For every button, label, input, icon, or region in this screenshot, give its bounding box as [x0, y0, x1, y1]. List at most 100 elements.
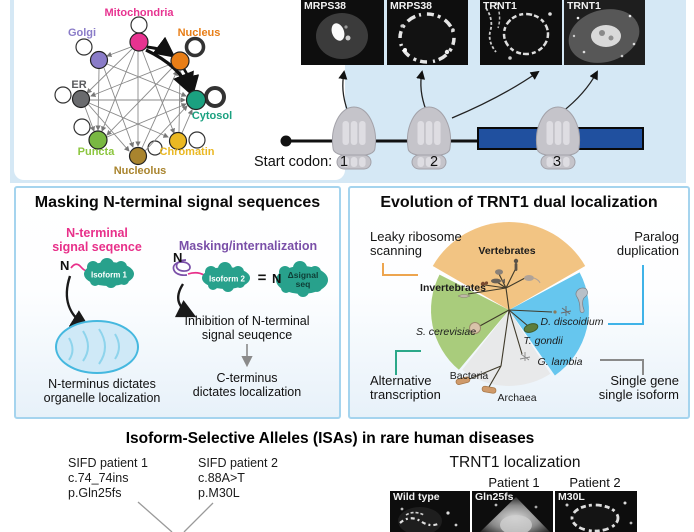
start-codon-3: 3 [552, 154, 562, 170]
corner-line: duplication [616, 243, 679, 259]
column-patient-2: Patient 2 [569, 475, 621, 490]
delta-line: seq [295, 279, 311, 289]
node-label-nucleus: Nucleus [177, 27, 221, 39]
taxon-d-discoidium: D. discoidium [540, 316, 604, 328]
start-codon-1: 1 [339, 154, 349, 170]
ribosome-icon-1 [331, 106, 377, 170]
caption-line: Inhibition of N-terminal [184, 314, 310, 328]
arrow-to-image-1 [338, 70, 349, 113]
isoform1-label: Isoform 1 [90, 270, 128, 280]
heading-line: N-terminal [66, 226, 128, 240]
patient-name: SIFD patient 2 [198, 456, 278, 470]
patient-cdna: c.74_74ins [68, 471, 129, 485]
network-graph-icon [54, 16, 226, 166]
node-label-er: ER [71, 79, 87, 91]
caption-line: dictates localization [192, 385, 302, 399]
masking-heading: Masking/internalization [178, 239, 318, 253]
wedge-alt-transcription [430, 274, 509, 370]
arrow-to-image-2 [416, 70, 427, 111]
micrograph-wild-type: Wild type [390, 491, 470, 532]
organism-icons [455, 258, 588, 394]
patient-protein: p.M30L [198, 486, 240, 500]
delta-signal-blob [276, 261, 328, 297]
c-terminus-caption: C-terminus dictates localization [177, 371, 317, 399]
taxon-g-lambia: G. lambia [537, 356, 583, 368]
wedge-paralog [509, 272, 589, 376]
heading-line: signal seqence [52, 240, 142, 254]
cytosol-node [185, 89, 207, 111]
n-terminus-caption: N-terminus dictates organelle localizati… [32, 377, 172, 405]
node-label-golgi: Golgi [67, 27, 97, 39]
phylogenetic-tree [382, 222, 644, 394]
caption-line: signal seuqence [201, 328, 293, 342]
arrow-to-inhibition [174, 283, 197, 318]
micrograph-label: TRNT1 [567, 0, 601, 12]
n-terminus-label-2: N [173, 250, 183, 265]
node-label-mitochondria: Mitochondria [104, 7, 174, 19]
taxon-bacteria: Bacteria [449, 370, 489, 382]
masked-signal-coil [172, 259, 191, 276]
trnt1-localization-title: TRNT1 localization [449, 454, 581, 471]
micrograph-label: M30L [558, 491, 585, 503]
micrograph-trnt1-isoform2: TRNT1 [564, 0, 645, 65]
signal-peptide-squiggle-2 [187, 271, 205, 276]
masking-diagram [55, 258, 328, 374]
taxon-invertebrates: Invertebrates [420, 282, 486, 294]
arrow-to-image-3 [451, 70, 540, 119]
bracket-alt [395, 350, 421, 375]
node-label-cytosol: Cytosol [191, 110, 233, 122]
arrow-to-mitochondrion [65, 275, 91, 329]
node-label-chromatin: Chromatin [159, 146, 215, 158]
isoform2-label: Isoform 2 [208, 274, 246, 284]
micrograph-label: Wild type [393, 491, 440, 503]
patient-2-info: SIFD patient 2 c.88A>T p.M30L [198, 456, 278, 501]
ribosome-icon-2 [406, 106, 452, 170]
caption-line: N-terminus dictates [48, 377, 156, 391]
micrograph-mrps38-isoform2: MRPS38 [387, 0, 468, 65]
er-node [71, 89, 91, 109]
patient-name: SIFD patient 1 [68, 456, 148, 470]
disease-panel-title: Isoform-Selective Alleles (ISAs) in rare… [125, 430, 535, 447]
patient-protein: p.Gln25fs [68, 486, 122, 500]
delta-line: Δsignal [287, 270, 319, 281]
caption-line: C-terminus [216, 371, 278, 385]
corner-line: transcription [370, 387, 441, 403]
corner-line: Leaky ribosome [370, 229, 462, 244]
n-terminus-label-3: N [272, 271, 282, 286]
corner-leaky-ribosome: Leaky ribosome scanning [370, 229, 462, 259]
equals-sign: = [257, 269, 267, 287]
wedge-leaky-scanning [432, 222, 586, 310]
ribosome-icon-3 [535, 106, 581, 170]
nucleolus-node [128, 146, 148, 166]
caption-line: organelle localization [43, 391, 161, 405]
node-label-nucleolus: Nucleolus [113, 165, 167, 177]
node-label-puncta: Puncta [77, 146, 115, 158]
puncta-node [88, 130, 108, 150]
delta-signal-label: Δsignal seq [288, 271, 319, 289]
localization-network-panel: Mitochondria Golgi Nucleus ER Cytosol Pu… [14, 0, 345, 180]
corner-line: Alternative [370, 373, 432, 388]
mitochondria-node [129, 32, 149, 52]
disease-panel: Isoform-Selective Alleles (ISAs) in rare… [0, 425, 694, 532]
isoform2-blob [202, 262, 250, 292]
column-patient-1: Patient 1 [488, 475, 540, 490]
corner-alternative: Alternative transcription [370, 373, 441, 403]
mrna-ribosome-schematic [280, 70, 644, 170]
start-codon-label: Start codon: [254, 154, 333, 170]
inhibition-caption: Inhibition of N-terminal signal seuqence [177, 314, 317, 342]
micrograph-label: TRNT1 [483, 0, 517, 12]
isoform1-blob [84, 258, 134, 288]
micrograph-label: Gln25fs [475, 491, 514, 503]
masking-panel: Masking N-terminal signal sequences [14, 186, 341, 419]
corner-single-gene: Single gene single isoform [598, 373, 679, 403]
wedge-single-isoform [462, 310, 551, 386]
taxon-t-gondii: T. gondii [523, 335, 563, 347]
bracket-paralog [608, 265, 644, 325]
n-terminal-signal-heading: N-terminal signal seqence [37, 226, 157, 254]
micrograph-label: MRPS38 [390, 0, 433, 12]
micrograph-trnt1-isoform1: TRNT1 [480, 0, 562, 65]
patient-connector-lines [137, 501, 214, 532]
start-codon-2: 2 [429, 154, 439, 170]
corner-line: single isoform [598, 387, 679, 403]
patient-1-info: SIFD patient 1 c.74_74ins p.Gln25fs [68, 456, 148, 501]
